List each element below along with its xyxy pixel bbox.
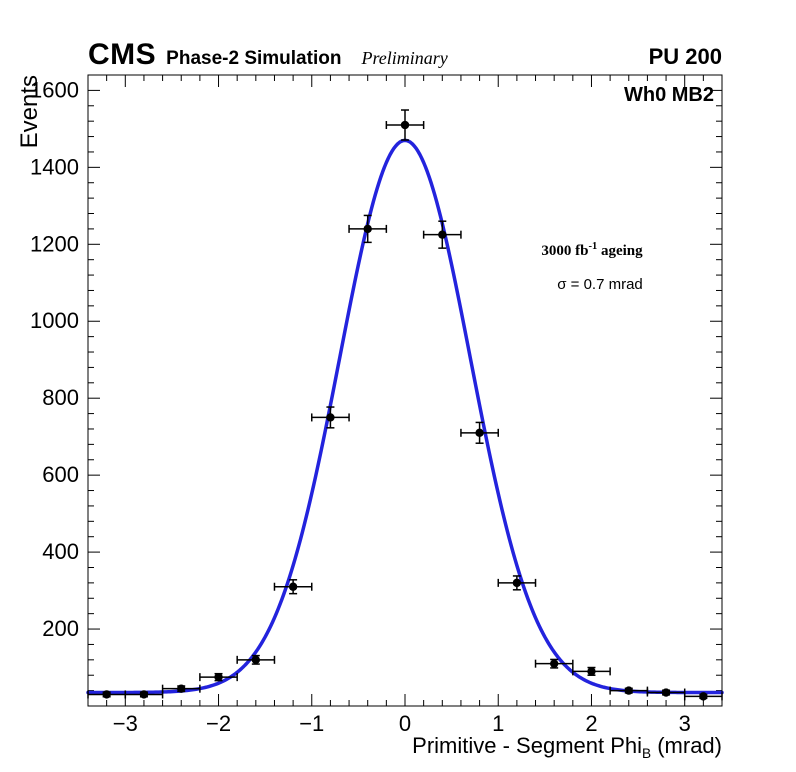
- data-point: [363, 224, 372, 234]
- x-title-unit: (mrad): [651, 733, 722, 758]
- data-point: [661, 688, 671, 697]
- y-tick-label: 1600: [30, 77, 79, 102]
- plot-header: CMS Phase-2 Simulation Preliminary PU 20…: [88, 38, 722, 71]
- y-tick-label: 1200: [30, 231, 79, 256]
- x-tick-label: 2: [585, 711, 597, 736]
- data-point: [587, 667, 596, 676]
- y-tick-label: 600: [42, 462, 79, 487]
- data-point: [102, 690, 111, 699]
- simulation-label: Phase-2 Simulation: [166, 48, 342, 69]
- y-tick-label: 200: [42, 616, 79, 641]
- x-tick-label: 0: [399, 711, 411, 736]
- y-tick-label: 1400: [30, 154, 79, 179]
- y-axis-title: Events: [16, 75, 43, 149]
- lumi-superscript: -1: [588, 241, 598, 252]
- data-point: [326, 413, 335, 422]
- preliminary-label: Preliminary: [361, 48, 448, 68]
- sigma-annotation: σ = 0.7 mrad: [557, 276, 643, 293]
- lumi-prefix: 3000 fb: [541, 243, 589, 259]
- cms-logo-text: CMS: [88, 38, 157, 71]
- plot-frame: [87, 74, 723, 707]
- x-axis-title: Primitive - Segment PhiB (mrad): [412, 733, 722, 761]
- data-point: [512, 578, 522, 588]
- data-point: [624, 686, 633, 695]
- data-point: [400, 120, 410, 130]
- fit-curve: [86, 138, 724, 695]
- x-tick-label: 1: [492, 711, 504, 736]
- data-point: [549, 659, 559, 668]
- x-title-main: Primitive - Segment Phi: [412, 733, 643, 758]
- data-point: [139, 690, 149, 699]
- chamber-label: Wh0 MB2: [624, 84, 714, 106]
- x-tick-label: −2: [206, 711, 231, 736]
- lumi-suffix: ageing: [597, 243, 643, 259]
- data-point: [475, 428, 484, 438]
- data-point: [251, 655, 261, 665]
- y-tick-label: 400: [42, 539, 79, 564]
- data-point: [699, 692, 708, 701]
- luminosity-annotation: 3000 fb-1 ageing: [541, 241, 642, 260]
- x-tick-label: −3: [113, 711, 138, 736]
- x-tick-label: 3: [679, 711, 691, 736]
- x-title-subscript: B: [642, 745, 652, 761]
- data-point: [288, 582, 298, 591]
- data-point: [438, 230, 447, 239]
- x-tick-label: −1: [299, 711, 324, 736]
- pileup-label: PU 200: [648, 44, 722, 69]
- y-tick-label: 800: [42, 385, 79, 410]
- data-point: [177, 684, 186, 693]
- data-point: [214, 672, 223, 682]
- y-tick-label: 1000: [30, 308, 79, 333]
